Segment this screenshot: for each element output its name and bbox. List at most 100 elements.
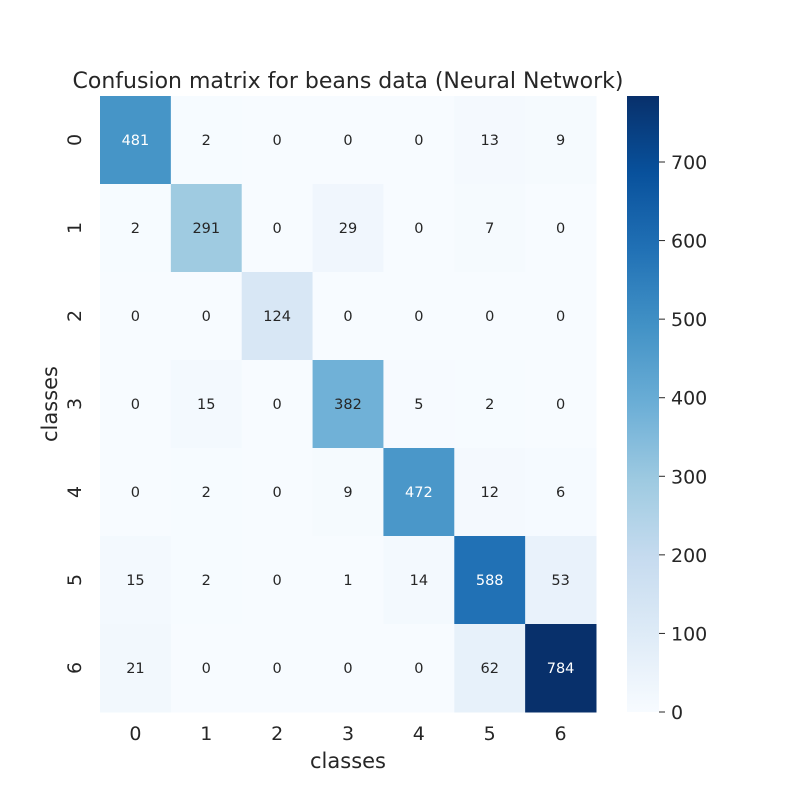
cell-value-label: 2: [131, 221, 140, 237]
y-tick-label: 0: [64, 134, 86, 146]
heatmap-cell-1-4: [383, 184, 455, 273]
heatmap-cell-0-1: [170, 96, 243, 185]
y-tick-label: 2: [64, 310, 86, 322]
colorbar-tick-label: 0: [671, 702, 683, 724]
heatmap-cell-4-6: [525, 448, 597, 537]
heatmap-cell-1-3: [312, 184, 384, 273]
y-tick-label: 3: [64, 398, 86, 410]
heatmap-cell-0-4: [383, 96, 455, 185]
cell-value-label: 0: [556, 221, 565, 237]
x-tick-label: 0: [129, 723, 141, 745]
cell-value-label: 0: [273, 661, 282, 677]
cell-value-label: 588: [476, 573, 504, 589]
cell-value-label: 0: [202, 309, 211, 325]
heatmap-cell-4-4: [383, 448, 455, 537]
heatmap-cell-3-0: [100, 360, 172, 449]
cell-value-label: 0: [273, 573, 282, 589]
cell-value-label: 0: [273, 485, 282, 501]
cell-value-label: 29: [339, 221, 357, 237]
cell-value-label: 9: [343, 485, 352, 501]
cell-value-label: 0: [414, 309, 423, 325]
cell-value-label: 472: [405, 485, 433, 501]
heatmap-cell-5-0: [100, 536, 172, 625]
colorbar-ticks: 0 100 200 300 400 500 600 700: [659, 152, 707, 724]
heatmap-cell-0-5: [454, 96, 526, 185]
cell-value-label: 0: [273, 397, 282, 413]
cell-value-label: 0: [414, 661, 423, 677]
heatmap-cell-2-6: [525, 272, 597, 361]
cell-value-label: 14: [410, 573, 428, 589]
heatmap-cell-4-3: [312, 448, 384, 537]
cell-value-label: 0: [414, 133, 423, 149]
heatmap-cell-1-6: [525, 184, 597, 273]
cell-value-label: 481: [122, 133, 150, 149]
heatmap-cell-5-3: [312, 536, 384, 625]
colorbar-tick-label: 200: [671, 545, 707, 567]
colorbar-tick-label: 700: [671, 152, 707, 174]
cell-value-label: 21: [126, 661, 144, 677]
cell-value-label: 5: [414, 397, 423, 413]
cell-value-label: 0: [131, 309, 140, 325]
cell-value-label: 382: [334, 397, 362, 413]
cell-value-label: 291: [192, 221, 220, 237]
heatmap-cell-0-6: [525, 96, 597, 185]
heatmap-cell-3-3: [312, 360, 384, 449]
heatmap-cell-6-5: [454, 624, 526, 713]
cell-value-label: 0: [343, 309, 352, 325]
heatmap-cell-5-5: [454, 536, 526, 625]
heatmap-cell-0-0: [100, 96, 172, 185]
cell-value-label: 124: [263, 309, 291, 325]
heatmap-cell-6-2: [241, 624, 314, 713]
cell-value-label: 0: [273, 133, 282, 149]
heatmap-cell-1-1: [170, 184, 243, 273]
cell-value-label: 0: [202, 661, 211, 677]
cell-value-label: 2: [485, 397, 494, 413]
x-tick-label: 4: [413, 723, 425, 745]
cell-value-label: 53: [551, 573, 569, 589]
cell-value-label: 2: [202, 573, 211, 589]
x-tick-label: 5: [484, 723, 496, 745]
heatmap-cell-6-0: [100, 624, 172, 713]
x-tick-label: 2: [271, 723, 283, 745]
cell-value-label: 15: [126, 573, 144, 589]
chart-title: Confusion matrix for beans data (Neural …: [73, 69, 624, 94]
heatmap-cell-3-6: [525, 360, 597, 449]
y-axis-label: classes: [38, 366, 62, 442]
x-tick-label: 1: [200, 723, 212, 745]
colorbar-tick-label: 500: [671, 309, 707, 331]
x-axis-label: classes: [310, 749, 386, 773]
heatmap-cell-0-3: [312, 96, 384, 185]
cell-value-label: 0: [485, 309, 494, 325]
heatmap-cell-5-1: [170, 536, 243, 625]
cell-value-label: 0: [273, 221, 282, 237]
colorbar-tick-label: 300: [671, 466, 707, 488]
y-tick-labels: 0 1 2 3 4 5 6: [64, 134, 86, 674]
colorbar: [627, 96, 659, 712]
heatmap-cell-3-5: [454, 360, 526, 449]
heatmap-cell-4-1: [170, 448, 243, 537]
x-tick-label: 3: [342, 723, 354, 745]
cell-value-label: 12: [480, 485, 498, 501]
heatmap-cell-2-5: [454, 272, 526, 361]
heatmap-cell-1-0: [100, 184, 172, 273]
cell-value-label: 0: [131, 485, 140, 501]
heatmap-cell-2-3: [312, 272, 384, 361]
y-tick-label: 5: [64, 574, 86, 586]
heatmap-cell-1-5: [454, 184, 526, 273]
cell-value-label: 9: [556, 133, 565, 149]
cell-value-label: 0: [343, 133, 352, 149]
cell-value-label: 62: [480, 661, 498, 677]
cell-value-label: 0: [556, 397, 565, 413]
heatmap-cell-4-0: [100, 448, 172, 537]
cell-value-label: 0: [343, 661, 352, 677]
heatmap-cell-3-2: [241, 360, 314, 449]
heatmap-cell-2-1: [170, 272, 243, 361]
heatmap-cell-3-1: [170, 360, 243, 449]
x-tick-label: 6: [555, 723, 567, 745]
heatmap-cell-6-1: [170, 624, 243, 713]
heatmap-cell-4-5: [454, 448, 526, 537]
cell-value-label: 6: [556, 485, 565, 501]
y-tick-label: 4: [64, 486, 86, 498]
heatmap-cell-5-4: [383, 536, 455, 625]
